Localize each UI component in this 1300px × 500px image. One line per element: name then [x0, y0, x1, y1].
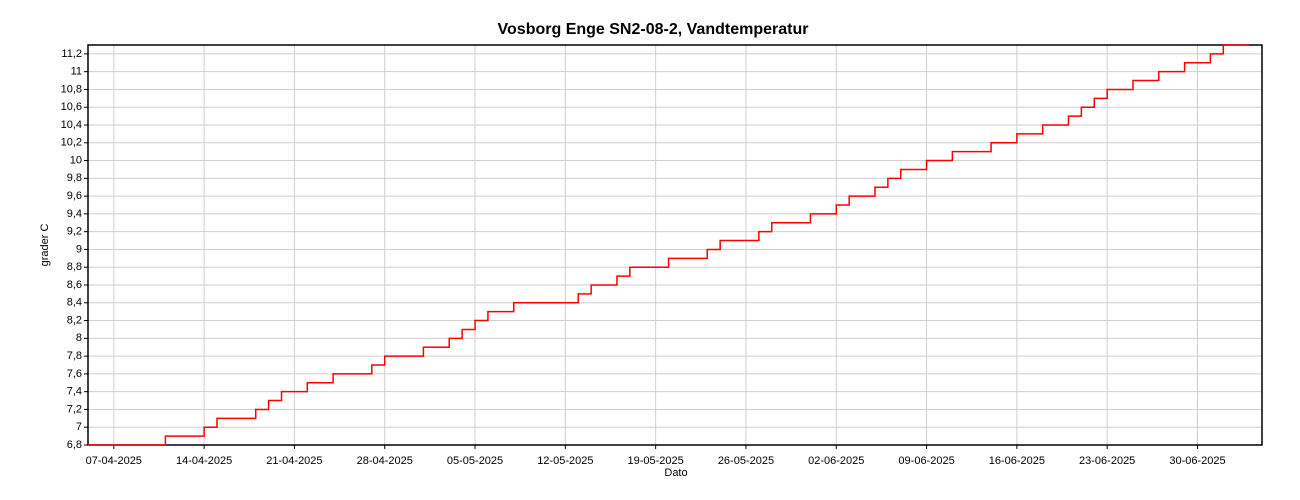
x-tick-label: 05-05-2025 — [447, 455, 503, 467]
x-tick-label: 26-05-2025 — [718, 455, 774, 467]
y-tick-label: 8,8 — [67, 261, 82, 273]
y-tick-label: 11,2 — [61, 48, 82, 60]
y-tick-label: 7 — [76, 421, 82, 433]
y-tick-label: 7,8 — [67, 350, 82, 362]
x-tick-label: 19-05-2025 — [628, 455, 684, 467]
y-tick-label: 6,8 — [67, 439, 82, 451]
x-tick-label: 07-04-2025 — [86, 455, 142, 467]
x-tick-label: 09-06-2025 — [898, 455, 954, 467]
chart-title: Vosborg Enge SN2-08-2, Vandtemperatur — [498, 21, 809, 38]
y-tick-label: 8,4 — [67, 297, 82, 309]
y-tick-label: 7,4 — [67, 386, 82, 398]
y-tick-label: 10,4 — [61, 119, 82, 131]
y-tick-label: 8 — [76, 332, 82, 344]
x-tick-label: 21-04-2025 — [266, 455, 322, 467]
y-tick-label: 10,2 — [61, 137, 82, 149]
y-tick-label: 9 — [76, 243, 82, 255]
y-tick-label: 9,4 — [67, 208, 82, 220]
y-tick-label: 7,6 — [67, 368, 82, 380]
x-tick-label: 14-04-2025 — [176, 455, 232, 467]
y-tick-label: 9,8 — [67, 172, 82, 184]
y-tick-label: 10,6 — [61, 101, 82, 113]
x-tick-label: 12-05-2025 — [537, 455, 593, 467]
y-tick-label: 9,2 — [67, 226, 82, 238]
x-tick-label: 02-06-2025 — [808, 455, 864, 467]
y-tick-label: 11 — [71, 66, 82, 78]
plot-frame — [87, 44, 1263, 446]
y-tick-label: 10,8 — [61, 83, 82, 95]
y-tick-label: 8,6 — [67, 279, 82, 291]
x-tick-label: 30-06-2025 — [1169, 455, 1225, 467]
y-tick-label: 10 — [70, 154, 82, 166]
x-tick-label: 28-04-2025 — [357, 455, 413, 467]
data-line — [88, 44, 1250, 446]
x-axis-label: Dato — [664, 467, 687, 479]
y-tick-label: 7,2 — [67, 403, 82, 415]
x-tick-label: 23-06-2025 — [1079, 455, 1135, 467]
x-tick-label: 16-06-2025 — [989, 455, 1045, 467]
y-tick-label: 8,2 — [67, 314, 82, 326]
y-axis-label: grader C — [39, 224, 51, 267]
y-tick-label: 9,6 — [67, 190, 82, 202]
